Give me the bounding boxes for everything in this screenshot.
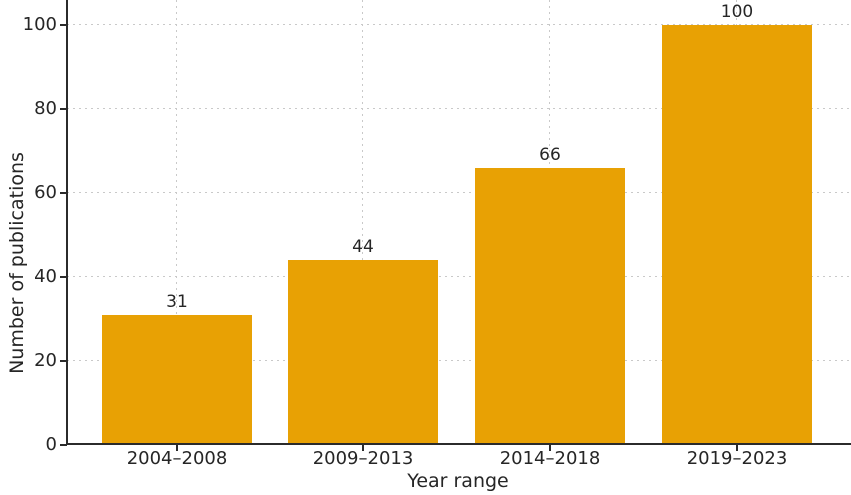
bar-value-label: 31 <box>166 291 188 312</box>
gridline-vertical <box>176 0 178 443</box>
x-tick-label: 2004–2008 <box>126 448 228 469</box>
y-tick-label: 80 <box>34 98 57 119</box>
bar-value-label: 44 <box>352 237 374 258</box>
y-tick-label: 100 <box>22 14 57 35</box>
x-tick-mark <box>736 445 738 451</box>
y-tick-mark <box>60 360 67 362</box>
gridline-vertical <box>362 0 364 443</box>
x-axis-title: Year range <box>407 470 509 492</box>
bar <box>102 314 252 445</box>
y-tick-label: 0 <box>45 434 57 455</box>
bar <box>475 167 625 445</box>
y-tick-mark <box>60 24 67 26</box>
bar-value-label: 66 <box>539 144 561 165</box>
bar <box>288 260 438 445</box>
gridline-horizontal <box>67 108 849 110</box>
y-tick-label: 60 <box>34 182 57 203</box>
bar-value-label: 100 <box>720 2 754 22</box>
x-tick-label: 2009–2013 <box>312 448 414 469</box>
x-tick-label: 2014–2018 <box>499 448 601 469</box>
y-tick-label: 40 <box>34 266 57 287</box>
x-tick-mark <box>549 445 551 451</box>
y-tick-mark <box>60 276 67 278</box>
y-tick-mark <box>60 444 67 446</box>
bar <box>662 25 812 445</box>
y-tick-mark <box>60 192 67 194</box>
x-axis-spine <box>66 443 851 445</box>
gridline-horizontal <box>67 276 849 278</box>
gridline-horizontal <box>67 24 849 26</box>
y-tick-label: 20 <box>34 350 57 371</box>
gridline-horizontal <box>67 360 849 362</box>
gridline-horizontal <box>67 192 849 194</box>
x-tick-mark <box>176 445 178 451</box>
y-tick-mark <box>60 108 67 110</box>
x-tick-label: 2019–2023 <box>686 448 788 469</box>
y-axis-spine <box>66 0 68 445</box>
x-tick-mark <box>362 445 364 451</box>
